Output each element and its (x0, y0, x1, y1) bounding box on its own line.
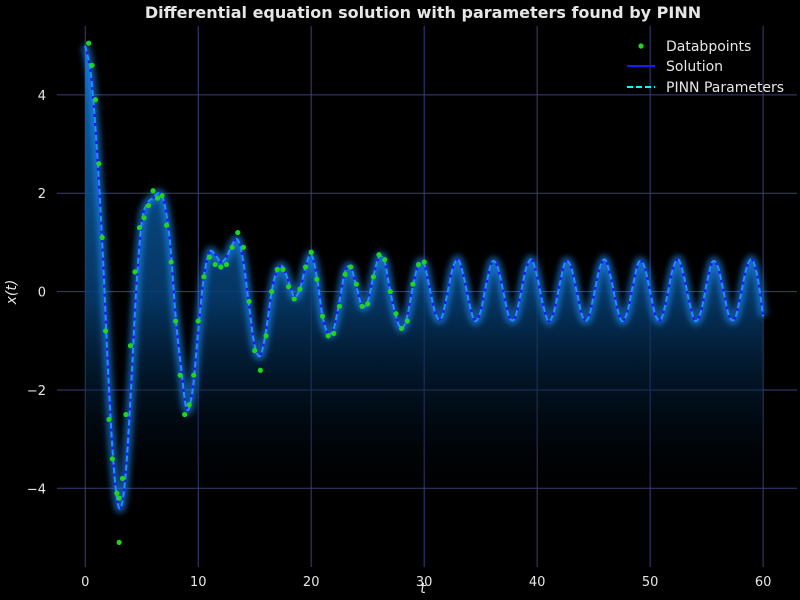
x-tick-label: 40 (529, 575, 546, 590)
datapoint (359, 303, 365, 309)
datapoint (291, 296, 297, 302)
datapoint (116, 495, 122, 501)
y-axis-label: x(t) (4, 280, 20, 306)
datapoint (348, 264, 354, 270)
y-tick-label: −2 (27, 384, 46, 399)
datapoint (393, 311, 399, 317)
datapoint (201, 274, 207, 280)
datapoint (274, 266, 280, 273)
datapoint (410, 281, 416, 287)
datapoint (286, 284, 292, 290)
datapoint (308, 249, 314, 255)
x-tick-label: 10 (190, 575, 207, 590)
datapoint (92, 97, 99, 103)
datapoint (365, 301, 371, 307)
datapoint (119, 475, 126, 482)
datapoint (163, 222, 170, 228)
datapoint (331, 330, 337, 336)
datapoint (109, 456, 115, 462)
y-tick-label: −4 (27, 482, 46, 497)
datapoint (206, 254, 213, 260)
datapoint (141, 215, 147, 221)
datapoint (421, 259, 427, 265)
datapoint (182, 411, 188, 418)
datapoint (168, 259, 174, 265)
datapoint (106, 416, 112, 423)
legend-marker-datapoints (638, 43, 644, 49)
datapoint (223, 261, 230, 268)
y-tick-label: 0 (38, 286, 46, 301)
tick-labels: 0 10 20 30 40 50 60 −4 −2 0 2 4 (27, 89, 772, 590)
datapoint (263, 333, 269, 339)
legend-label-solution: Solution (666, 59, 723, 75)
datapoint (246, 298, 252, 305)
datapoint (370, 274, 376, 280)
chart-title: Differential equation solution with para… (145, 3, 701, 22)
datapoint (336, 303, 343, 309)
datapoint (102, 328, 109, 334)
datapoints-layer (86, 40, 427, 546)
datapoint (319, 313, 326, 319)
datapoint (235, 229, 241, 236)
datapoint (269, 288, 275, 295)
y-tick-label: 4 (38, 89, 46, 104)
datapoint (127, 343, 134, 349)
datapoint (376, 252, 382, 258)
datapoint (89, 62, 95, 68)
datapoint (415, 261, 422, 268)
datapoint (314, 276, 320, 282)
datapoint (257, 367, 263, 373)
datapoint (398, 325, 405, 332)
datapoint (86, 40, 92, 46)
datapoint (382, 257, 388, 263)
datapoint (404, 318, 410, 324)
datapoint (353, 281, 359, 287)
datapoint (297, 286, 303, 292)
datapoint (154, 195, 161, 201)
x-tick-label: 0 (81, 575, 89, 590)
datapoint (212, 261, 218, 268)
legend-label-datapoints: Databpoints (666, 39, 751, 55)
legend-label-pinn: PINN Parameters (666, 80, 784, 96)
datapoint (123, 411, 129, 418)
datapoint (177, 372, 183, 378)
x-tick-label: 30 (416, 575, 433, 590)
datapoint (159, 193, 165, 199)
datapoint (252, 348, 258, 354)
datapoint (186, 402, 192, 408)
datapoint (302, 264, 309, 270)
datapoint (325, 333, 331, 339)
datapoint (280, 266, 286, 273)
datapoint (229, 244, 235, 250)
x-tick-label: 50 (642, 575, 659, 590)
datapoint (387, 288, 393, 295)
datapoint (99, 234, 105, 241)
datapoint (96, 161, 102, 167)
datapoint (218, 264, 224, 270)
datapoint (195, 318, 201, 324)
y-tick-label: 2 (38, 187, 46, 202)
legend: Databpoints Solution PINN Parameters (627, 39, 784, 96)
datapoint (132, 269, 138, 275)
datapoint (136, 225, 143, 231)
datapoint (191, 372, 197, 378)
datapoint (116, 539, 122, 546)
x-tick-label: 20 (303, 575, 320, 590)
x-tick-label: 60 (755, 575, 772, 590)
datapoint (342, 271, 348, 277)
datapoint (173, 318, 179, 324)
datapoint (240, 244, 247, 250)
datapoint (114, 490, 120, 496)
datapoint (150, 188, 156, 194)
datapoint (145, 202, 152, 209)
x-axis-label: t (420, 581, 426, 597)
